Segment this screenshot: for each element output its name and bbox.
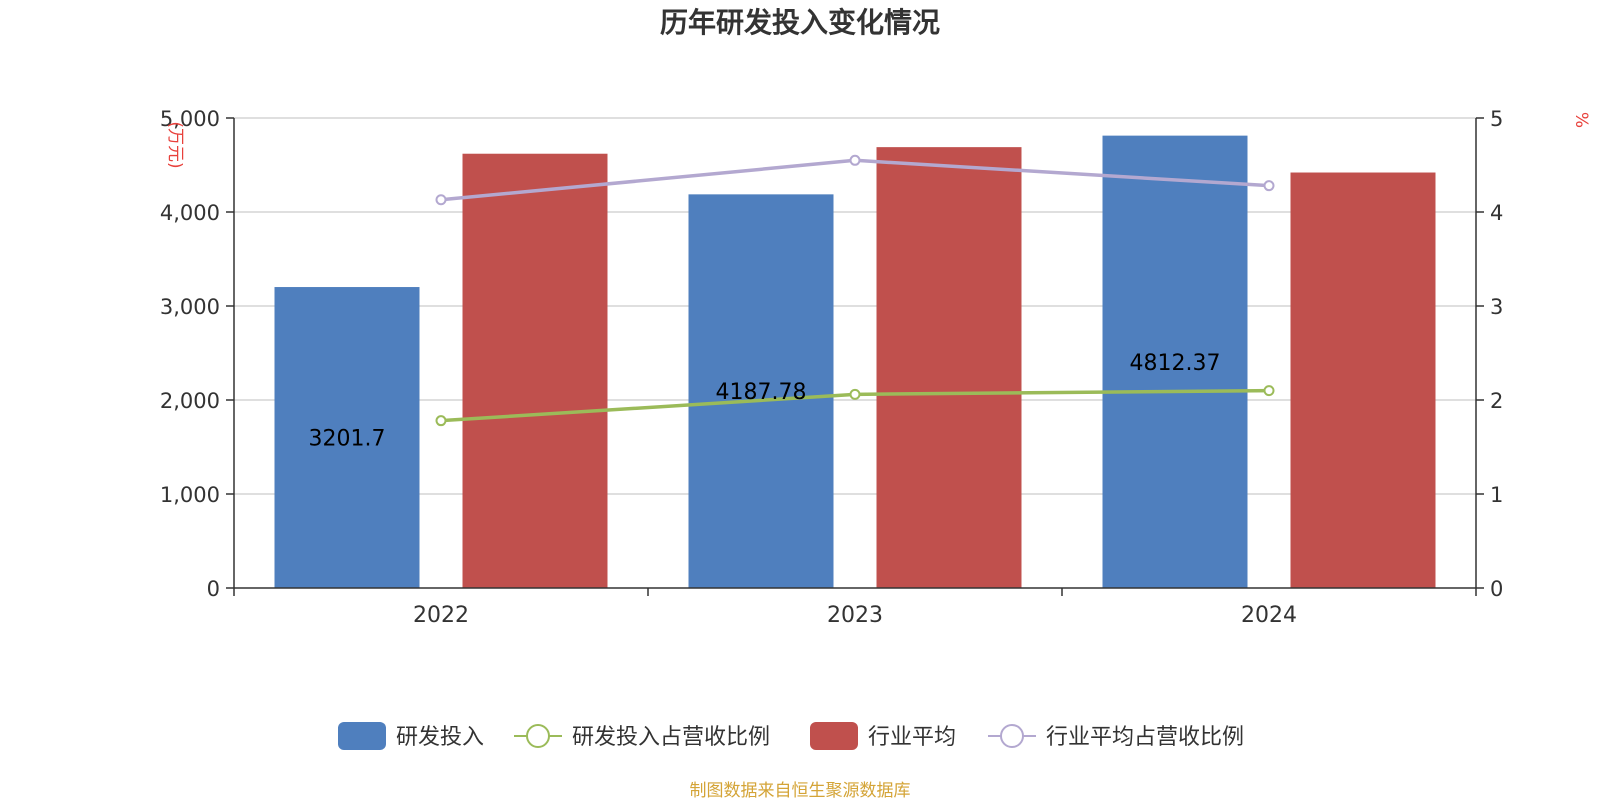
x-category-label: 2022 [413,603,469,628]
legend-marker [1000,724,1024,748]
legend-label: 行业平均 [868,725,956,750]
line-point [849,388,861,400]
x-category-label: 2023 [827,603,883,628]
x-category-label: 2024 [1241,603,1297,628]
right-tick-label: 2 [1490,389,1503,413]
chart-title: 历年研发投入变化情况 [660,6,940,39]
bar-industry-average-2024 [1290,172,1436,588]
line-point [1263,180,1275,192]
left-tick-label: 2,000 [160,389,220,413]
left-axis-unit-label: (万元) [165,121,185,168]
right-tick-label: 3 [1490,295,1503,319]
gridlines [234,117,1476,495]
left-tick-label: 4,000 [160,201,220,225]
right-tick-label: 1 [1490,483,1503,507]
legend-industry-average[interactable]: 行业平均 [810,722,956,750]
left-tick-label: 1,000 [160,483,220,507]
right-axis-unit-label: % [1571,112,1591,128]
line-point [435,415,447,427]
legend-industry-ratio[interactable]: 行业平均占营收比例 [988,724,1244,750]
left-tick-label: 5,000 [160,107,220,131]
bar-rd-investment-2024 [1102,135,1248,589]
right-tick-label: 4 [1490,201,1503,225]
legend-label: 研发投入 [396,725,484,750]
bar-data-label: 4812.37 [1130,351,1221,376]
legend-rd-investment[interactable]: 研发投入 [338,722,484,750]
right-tick-label: 0 [1490,577,1503,601]
bar-data-label: 3201.7 [309,427,386,452]
right-tick-label: 5 [1490,107,1503,131]
line-point [435,194,447,206]
bar-rd-investment-2023 [688,194,834,588]
bars-group [274,135,1436,589]
data-source-note: 制图数据来自恒生聚源数据库 [690,781,911,800]
bar-industry-average-2023 [876,147,1022,588]
bar-industry-average-2022 [462,153,608,588]
legend-swatch [338,722,386,750]
legend-rd-ratio[interactable]: 研发投入占营收比例 [514,724,770,750]
legend-label: 行业平均占营收比例 [1046,725,1244,750]
legend-marker [526,724,550,748]
legend: 研发投入 研发投入占营收比例 行业平均 行业平均占营收比例 [338,722,1244,750]
lines-group [435,154,1275,427]
line-point [849,154,861,166]
bar-rd-investment-2022 [274,287,420,588]
legend-label: 研发投入占营收比例 [572,725,770,750]
legend-swatch [810,722,858,750]
bar-data-label: 4187.78 [716,380,807,405]
left-tick-label: 3,000 [160,295,220,319]
axes-group: 0 1,000 2,000 3,000 4,000 5,000 0 1 2 3 4 5 2022 2023… [160,107,1504,628]
data-labels-group: 3201.7 4187.78 4812.37 [309,351,1221,452]
left-tick-label: 0 [207,577,220,601]
line-point [1263,385,1275,397]
